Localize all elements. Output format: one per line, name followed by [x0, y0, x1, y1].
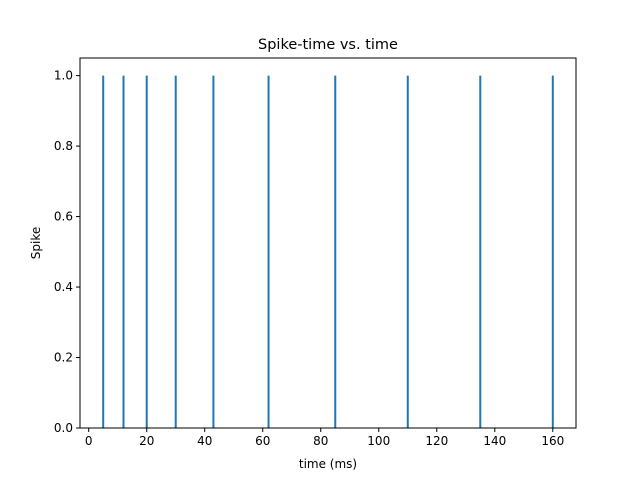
- y-tick-label: 0.0: [54, 421, 73, 435]
- x-tick-label: 20: [139, 434, 154, 448]
- x-tick-label: 60: [255, 434, 270, 448]
- chart-title: Spike-time vs. time: [258, 37, 398, 53]
- y-axis-label: Spike: [29, 227, 43, 259]
- y-tick-label: 0.4: [54, 280, 73, 294]
- plot-frame: [79, 57, 577, 429]
- y-tick-label: 0.8: [54, 139, 73, 153]
- x-tick-label: 120: [425, 434, 448, 448]
- y-tick-label: 0.6: [54, 210, 73, 224]
- y-axis-ticks: 0.0 0.2 0.4 0.6 0.8 1.0: [54, 69, 80, 435]
- x-tick-label: 100: [367, 434, 390, 448]
- y-tick-label: 1.0: [54, 69, 73, 83]
- x-axis-ticks: 0 20 40 60 80 100 120 140 160: [85, 428, 564, 448]
- x-tick-label: 80: [313, 434, 328, 448]
- x-tick-label: 140: [483, 434, 506, 448]
- x-tick-label: 0: [85, 434, 93, 448]
- x-tick-label: 40: [197, 434, 212, 448]
- spike-series: [102, 75, 554, 428]
- x-axis-label: time (ms): [299, 457, 357, 471]
- y-tick-label: 0.2: [54, 351, 73, 365]
- x-tick-label: 160: [541, 434, 564, 448]
